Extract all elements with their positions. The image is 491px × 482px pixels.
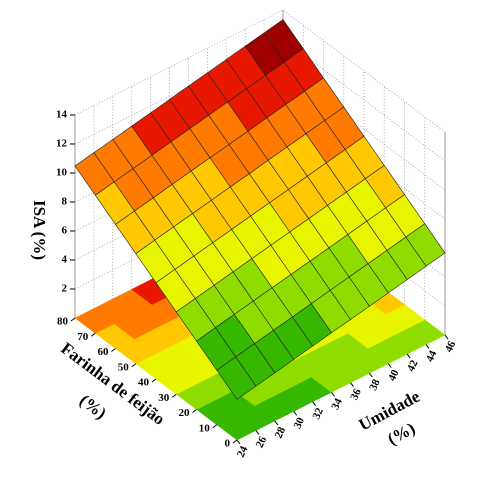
x-tick-label: 34: [329, 396, 345, 411]
y-tick-label: 10: [199, 422, 211, 434]
z-tick-label: 10: [56, 167, 68, 179]
x-tick-label: 26: [254, 434, 270, 449]
x-tick: [350, 382, 354, 388]
x-axis-title: (%): [384, 419, 418, 449]
z-tick-label: 12: [56, 138, 68, 150]
y-tick-label: 70: [77, 331, 89, 343]
y-tick: [111, 348, 116, 352]
y-tick-label: 20: [179, 407, 191, 419]
y-tick-label: 40: [138, 377, 150, 389]
x-tick: [444, 334, 449, 340]
z-tick-label: 14: [56, 109, 68, 121]
y-tick: [90, 332, 96, 337]
y-tick: [212, 424, 218, 429]
x-tick: [293, 411, 298, 416]
x-tick: [425, 344, 430, 349]
x-tick-label: 36: [348, 387, 364, 402]
x-tick: [255, 430, 260, 435]
x-tick-label: 32: [310, 406, 326, 421]
y-tick-label: 30: [158, 392, 170, 404]
x-tick: [331, 391, 335, 397]
x-tick: [368, 372, 373, 378]
x-tick-label: 28: [273, 425, 289, 440]
z-tick-label: 2: [62, 283, 68, 295]
y-tick: [232, 439, 238, 444]
z-tick-label: 4: [62, 254, 68, 266]
x-tick-label: 46: [443, 339, 459, 354]
x-tick: [312, 401, 317, 407]
x-tick-label: 44: [424, 348, 440, 363]
y-tick-label: 50: [118, 361, 130, 373]
y-tick: [70, 317, 76, 322]
x-tick: [387, 363, 392, 368]
y-tick-label: 0: [225, 438, 231, 450]
x-tick: [236, 439, 241, 445]
y-tick: [171, 393, 177, 398]
x-tick-label: 30: [292, 415, 308, 430]
x-tick-label: 40: [386, 367, 402, 382]
y-tick: [131, 363, 137, 368]
y-tick-label: 80: [57, 316, 69, 328]
x-tick-label: 24: [235, 444, 251, 459]
x-tick-label: 42: [405, 358, 421, 373]
x-tick: [406, 353, 411, 359]
z-tick-label: 8: [62, 196, 68, 208]
z-axis-title: ISA (%): [30, 200, 49, 260]
y-tick: [151, 378, 157, 383]
y-tick-label: 60: [98, 346, 110, 358]
z-tick-label: 6: [62, 225, 68, 237]
y-axis-title: (%): [76, 391, 110, 423]
x-tick-label: 38: [367, 377, 383, 392]
x-tick: [274, 420, 279, 426]
y-tick: [192, 409, 197, 413]
surface-cell: [216, 356, 257, 400]
